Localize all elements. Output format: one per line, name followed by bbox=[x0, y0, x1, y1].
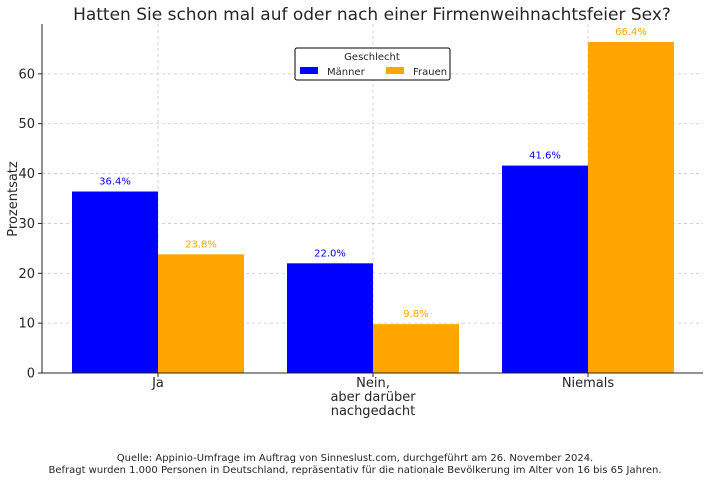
bar-value-label: 23.8% bbox=[185, 239, 217, 250]
bar-value-label: 22.0% bbox=[314, 248, 346, 259]
bar-value-label: 66.4% bbox=[615, 27, 647, 38]
bar-maenner bbox=[502, 166, 588, 373]
bar-maenner bbox=[72, 192, 158, 373]
bar-frauen bbox=[588, 42, 674, 373]
x-tick-label: Ja bbox=[151, 376, 164, 391]
y-tick-label: 0 bbox=[27, 367, 35, 382]
y-tick-label: 60 bbox=[18, 67, 35, 82]
bar-maenner bbox=[287, 263, 373, 373]
bar-value-label: 41.6% bbox=[529, 151, 561, 162]
y-tick-label: 10 bbox=[18, 317, 35, 332]
bar-frauen bbox=[373, 324, 459, 373]
y-axis-label: Prozentsatz bbox=[6, 161, 21, 237]
x-tick-label: Niemals bbox=[562, 376, 615, 391]
legend-swatch-maenner bbox=[300, 67, 318, 74]
chart-title: Hatten Sie schon mal auf oder nach einer… bbox=[73, 5, 671, 25]
bar-value-label: 36.4% bbox=[99, 177, 131, 188]
bar-frauen bbox=[158, 254, 244, 373]
source-note-line-1: Quelle: Appinio-Umfrage im Auftrag von S… bbox=[0, 453, 710, 465]
legend-title: Geschlecht bbox=[344, 52, 400, 63]
y-tick-label: 20 bbox=[18, 267, 35, 282]
source-note-line-2: Befragt wurden 1.000 Personen in Deutsch… bbox=[0, 465, 710, 477]
legend-swatch-frauen bbox=[386, 67, 404, 74]
legend-label-maenner: Männer bbox=[327, 67, 366, 78]
bar-value-label: 9.8% bbox=[403, 309, 428, 320]
y-tick-label: 50 bbox=[18, 117, 35, 132]
x-tick-label: Nein, aber darüber nachgedacht bbox=[330, 376, 416, 419]
legend: Geschlecht Männer Frauen bbox=[295, 48, 450, 80]
legend-label-frauen: Frauen bbox=[413, 67, 447, 78]
